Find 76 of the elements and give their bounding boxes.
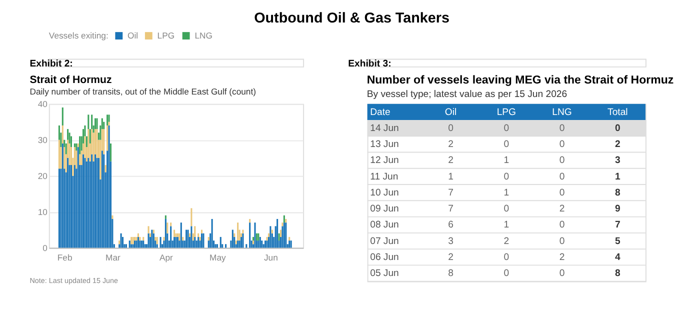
data-label: 0 [504,252,510,263]
x-tick-label: Jun [264,252,278,263]
data-label: 8 [448,268,454,280]
data-label: 0 [559,236,565,247]
data-label: 0 [504,171,510,182]
data-label: 0 [559,139,565,150]
text: LPG [496,106,516,118]
data-label: 6 [448,220,454,231]
data-label: 0 [559,122,565,134]
text: By vessel type; latest value as per 15 Jun 2026 [366,89,568,100]
y-tick-label: 40 [38,99,48,110]
x-tick-label: Apr [159,252,174,263]
category-label: 11 Jun [370,171,398,182]
data-label: 0 [504,122,510,134]
category-label: 05 Jun [370,268,399,280]
data-label: 2 [559,252,565,263]
category-label: 09 Jun [370,204,399,215]
y-tick-label: 10 [38,207,48,218]
text: LNG [552,106,572,118]
data-label: 1 [504,187,510,198]
data-label: 0 [448,122,454,134]
chart-subtitle: Daily number of transits, out of the Middle East Gulf (count) [30,86,256,96]
data-label: 0 [559,171,565,182]
data-label: 7 [448,187,454,198]
data-label: 3 [448,236,454,247]
category-label: 10 Jun [370,187,399,198]
category-label: 14 Jun [370,122,399,134]
y-tick-label: 30 [38,135,48,146]
category-label: 08 Jun [370,220,399,231]
data-label: 1 [614,171,621,182]
x-tick-label: Mar [106,252,120,263]
category-label: 06 Jun [370,252,399,263]
data-label: 0 [504,204,510,215]
y-tick-label: 0 [42,243,48,254]
data-label: 0 [614,122,620,134]
text: Number of vessels leaving MEG via the Strait of Hormuz [366,74,674,87]
data-label: 1 [504,155,510,166]
legend-label: LNG [194,30,213,41]
data-label: 2 [448,139,454,150]
data-label: 0 [559,155,565,166]
data-label: 1 [504,220,510,231]
data-label: 0 [559,220,565,231]
data-label: 5 [614,236,621,247]
legend-label: Oil [128,30,138,41]
category-label: 13 Jun [370,139,399,150]
x-tick-label: Feb [57,252,72,263]
y-tick-label: 20 [38,171,48,182]
category-label: 07 Jun [370,236,399,247]
text: Date [370,106,390,118]
data-label: 0 [504,268,510,280]
text: Outbound Oil & Gas Tankers [254,10,450,26]
data-label: 8 [614,187,621,198]
legend-label: LPG [157,30,175,41]
data-label: 2 [448,252,454,263]
data-label: 8 [614,268,621,280]
series-label: Oil [444,106,457,118]
data-label: 0 [504,139,510,150]
data-label: 7 [614,220,620,231]
data-label: 2 [448,155,454,166]
legend-title: Vessels exiting: [48,30,108,41]
data-label: 9 [614,204,620,215]
data-label: 3 [614,155,620,166]
text: Exhibit 2: [30,58,73,70]
data-label: 1 [448,171,454,182]
data-label: 0 [559,268,565,280]
data-label: 0 [559,187,565,198]
x-tick-label: May [210,252,227,263]
data-label: 4 [614,252,621,263]
data-label: 2 [614,139,620,150]
data-label: 7 [448,204,454,215]
text: Exhibit 3: [348,58,392,70]
text: Total [608,106,628,118]
data-label: 2 [559,204,565,215]
chart-title: Strait of Hormuz [30,74,112,86]
category-label: 12 Jun [370,155,399,166]
data-label: 2 [504,236,510,247]
